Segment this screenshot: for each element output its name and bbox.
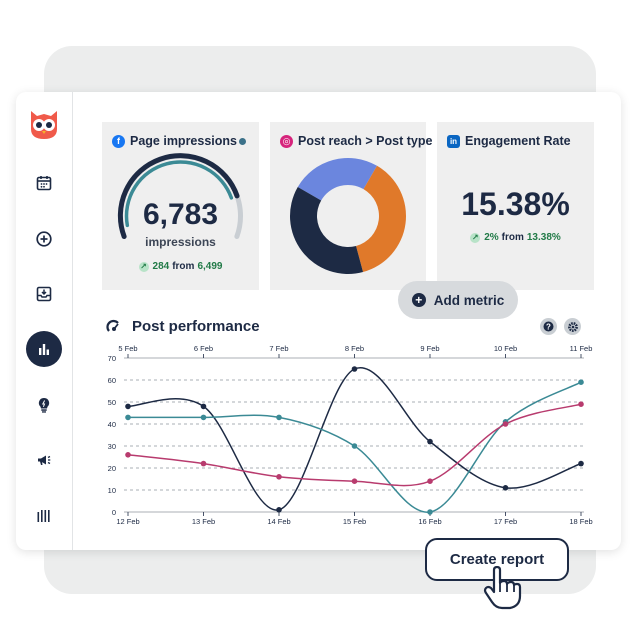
impressions-from-label: from xyxy=(172,261,195,272)
post-reach-title: Post reach > Post type xyxy=(298,134,433,148)
impressions-value: 6,783 xyxy=(142,198,219,231)
post-reach-title-row: ◎ Post reach > Post type xyxy=(280,134,432,148)
impressions-from-value: 6,499 xyxy=(197,261,223,272)
impressions-gauge xyxy=(117,153,243,240)
engagement-title-row: in Engagement Rate xyxy=(447,134,571,148)
columns-icon xyxy=(37,510,50,522)
engagement-delta-value: 2% xyxy=(484,232,499,243)
impressions-unit: impressions xyxy=(145,235,216,249)
settings-button[interactable] xyxy=(564,318,581,335)
post-performance-header: Post performance xyxy=(106,318,260,335)
sidebar-item-analytics[interactable] xyxy=(26,331,62,367)
post-performance-title: Post performance xyxy=(132,318,260,335)
sidebar-item-ads[interactable] xyxy=(26,442,62,478)
inbox-icon xyxy=(36,286,52,302)
page-impressions-title-row: f Page impressions xyxy=(112,134,237,148)
instagram-icon: ◎ xyxy=(280,134,293,148)
sidebar-item-apps[interactable] xyxy=(26,498,62,534)
post-reach-card[interactable]: ◎ Post reach > Post type xyxy=(270,122,432,290)
page-impressions-title: Page impressions xyxy=(130,134,237,148)
linkedin-icon: in xyxy=(447,134,460,148)
plus-circle-icon xyxy=(36,231,52,247)
sidebar-item-calendar[interactable] xyxy=(26,165,62,201)
add-metric-button[interactable]: + Add metric xyxy=(398,281,518,319)
gauge-icon xyxy=(106,319,119,332)
trend-up-icon: ↗ xyxy=(138,261,149,272)
post-type-donut xyxy=(290,158,406,274)
engagement-delta: ↗ 2% from 13.38% xyxy=(437,232,594,243)
sidebar xyxy=(16,92,73,550)
engagement-value: 15.38% xyxy=(461,186,570,222)
sidebar-item-create[interactable] xyxy=(26,221,62,257)
facebook-icon: f xyxy=(112,134,125,148)
sidebar-item-inbox[interactable] xyxy=(26,276,62,312)
calendar-icon xyxy=(36,176,52,191)
bar-chart-icon xyxy=(39,344,49,355)
owl-logo-icon[interactable] xyxy=(27,107,61,141)
pointer-hand-icon xyxy=(483,566,522,610)
donut-slice-2 xyxy=(356,165,406,273)
donut-slice-1 xyxy=(297,158,377,201)
engagement-from-value: 13.38% xyxy=(526,232,561,243)
engagement-title: Engagement Rate xyxy=(465,134,571,148)
add-metric-label: Add metric xyxy=(433,292,505,308)
engagement-from-label: from xyxy=(501,232,524,243)
status-dot xyxy=(239,138,246,145)
lightbulb-icon xyxy=(38,397,50,413)
page-impressions-card[interactable]: f Page impressions 6,783 impressions ↗ 2… xyxy=(102,122,259,290)
help-button[interactable]: ? xyxy=(540,318,557,335)
help-icon: ? xyxy=(543,321,554,332)
gear-icon xyxy=(567,321,578,332)
svg-text:?: ? xyxy=(546,322,551,331)
trend-up-icon: ↗ xyxy=(470,232,481,243)
sidebar-item-inspiration[interactable] xyxy=(26,387,62,423)
donut-slice-3 xyxy=(290,187,364,274)
impressions-delta-value: 284 xyxy=(152,261,170,272)
impressions-delta: ↗ 284 from 6,499 xyxy=(102,261,259,272)
engagement-rate-card[interactable]: in Engagement Rate 15.38% ↗ 2% from 13.3… xyxy=(437,122,594,290)
megaphone-icon xyxy=(38,455,51,465)
plus-icon: + xyxy=(411,293,426,307)
